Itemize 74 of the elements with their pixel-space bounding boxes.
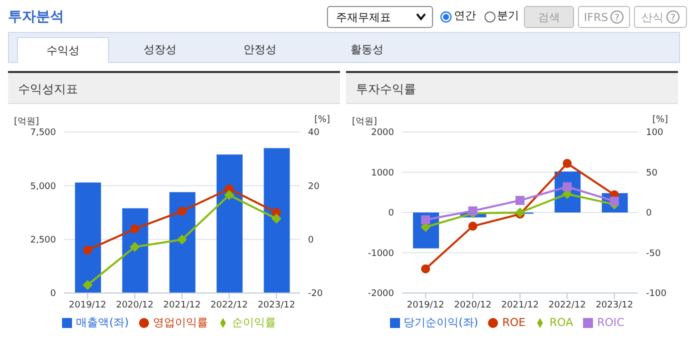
- point: [562, 158, 572, 168]
- y2-tick-label: 100: [646, 128, 664, 138]
- legend-label: 영업이익률: [152, 316, 208, 329]
- x-tick-label: 2020/12: [116, 300, 154, 310]
- y-tick-label: 5,000: [30, 182, 56, 192]
- x-tick-label: 2019/12: [406, 300, 444, 310]
- point: [178, 206, 186, 216]
- y2-tick-label: -50: [646, 248, 661, 259]
- point: [271, 214, 282, 224]
- y-tick-label: -2000: [368, 289, 394, 300]
- point: [421, 215, 430, 224]
- x-tick-label: 2021/12: [501, 300, 539, 310]
- y2-tick-label: 20: [308, 182, 320, 192]
- legend-label: ROIC: [597, 316, 624, 329]
- x-tick-label: 2019/12: [68, 300, 106, 310]
- text: 수익성: [17, 37, 109, 63]
- point: [83, 246, 92, 255]
- bar: [216, 154, 243, 293]
- formula-button: 산식 ?: [634, 6, 687, 28]
- y2-axis-title: [%]: [652, 115, 668, 125]
- y-tick-label: 7,500: [30, 128, 56, 138]
- y2-tick-label: -20: [308, 289, 323, 300]
- y-tick-label: 0: [50, 289, 56, 300]
- chart-title: 수익성지표: [18, 81, 78, 98]
- point: [130, 242, 140, 252]
- y-tick-label: -1000: [368, 248, 394, 259]
- x-tick-label: 2023/12: [596, 300, 634, 310]
- text: 분기: [497, 8, 519, 23]
- point: [468, 222, 478, 231]
- x-tick-label: 2022/12: [548, 300, 586, 310]
- x-tick-label: 2021/12: [163, 300, 201, 310]
- text: 활동성: [350, 42, 384, 58]
- y2-tick-label: 50: [646, 168, 658, 178]
- y2-tick-label: 40: [308, 128, 320, 138]
- y2-axis-title: [%]: [314, 115, 330, 125]
- bar: [264, 148, 290, 293]
- point: [516, 196, 524, 205]
- legend-label: 매출액(좌): [76, 316, 129, 329]
- x-tick-label: 2020/12: [454, 300, 492, 310]
- text: 성장성: [142, 42, 178, 58]
- y-tick-label: 0: [388, 208, 394, 219]
- y-tick-label: 2,500: [30, 236, 56, 246]
- legend-label: 순이익률: [232, 316, 276, 329]
- search-button: 검색: [524, 6, 574, 28]
- point: [224, 190, 234, 200]
- chart-title: 투자수익률: [356, 81, 416, 98]
- point: [468, 206, 478, 216]
- bar: [75, 182, 101, 293]
- bar: [169, 192, 196, 293]
- text: 투자분석: [8, 8, 64, 26]
- bar: [122, 208, 148, 293]
- legend-label: 당기순이익(좌): [404, 316, 478, 329]
- legend-label: ROA: [549, 316, 574, 329]
- legend-label: ROE: [502, 316, 526, 329]
- text: 안정성: [242, 42, 278, 58]
- point: [130, 224, 140, 234]
- point: [421, 264, 430, 274]
- point: [82, 280, 93, 290]
- help-icon: ?: [610, 10, 624, 24]
- y-tick-label: 1000: [371, 168, 394, 178]
- ifrs-button: IFRS ?: [578, 6, 630, 28]
- text: 연간: [454, 8, 476, 23]
- point: [177, 234, 187, 245]
- y-axis-title: [억원]: [14, 116, 40, 128]
- x-tick-label: 2022/12: [210, 300, 248, 310]
- dropdown: 주재무제표: [327, 6, 433, 28]
- x-tick-label: 2023/12: [258, 300, 296, 310]
- help-icon: ?: [666, 10, 680, 24]
- y2-tick-label: 0: [308, 236, 314, 246]
- y2-tick-label: 0: [646, 208, 652, 219]
- y-tick-label: 2000: [371, 128, 394, 138]
- point: [562, 182, 572, 192]
- y2-tick-label: -100: [646, 289, 667, 300]
- y-axis-title: [억원]: [352, 116, 378, 128]
